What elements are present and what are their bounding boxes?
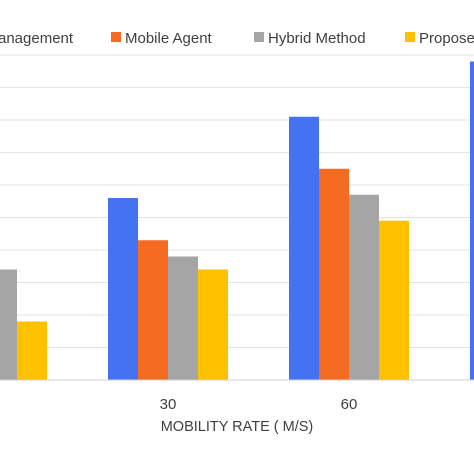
bars [0, 61, 474, 380]
bar-proposed-30 [198, 269, 228, 380]
gridlines [0, 54, 474, 348]
bar-cluster-management-90 [470, 61, 474, 380]
legend-label-mobile-agent: Mobile Agent [125, 30, 213, 47]
legend-swatch-hybrid-method [254, 32, 264, 42]
bar-proposed-0 [17, 321, 47, 380]
legend-swatch-mobile-agent [111, 32, 121, 42]
x-tick-label-30: 30 [160, 396, 177, 413]
bar-cluster-management-30 [108, 198, 138, 380]
legend-label-cluster-management: anagement [0, 30, 74, 47]
bar-hybrid-method-60 [349, 194, 379, 380]
bar-cluster-management-60 [289, 116, 319, 380]
bar-proposed-60 [379, 220, 409, 380]
bar-mobile-agent-30 [138, 240, 168, 380]
bar-hybrid-method-30 [168, 256, 198, 380]
legend-label-proposed: Propose [419, 30, 474, 47]
x-tick-label-60: 60 [341, 396, 358, 413]
legend: anagement Mobile Agent Hybrid Method Pro… [0, 30, 474, 47]
legend-swatch-proposed [405, 32, 415, 42]
x-axis-title: MOBILITY RATE ( M/S) [161, 419, 314, 435]
bar-mobile-agent-60 [319, 168, 349, 380]
bar-hybrid-method-0 [0, 269, 17, 380]
legend-label-hybrid-method: Hybrid Method [268, 30, 366, 47]
